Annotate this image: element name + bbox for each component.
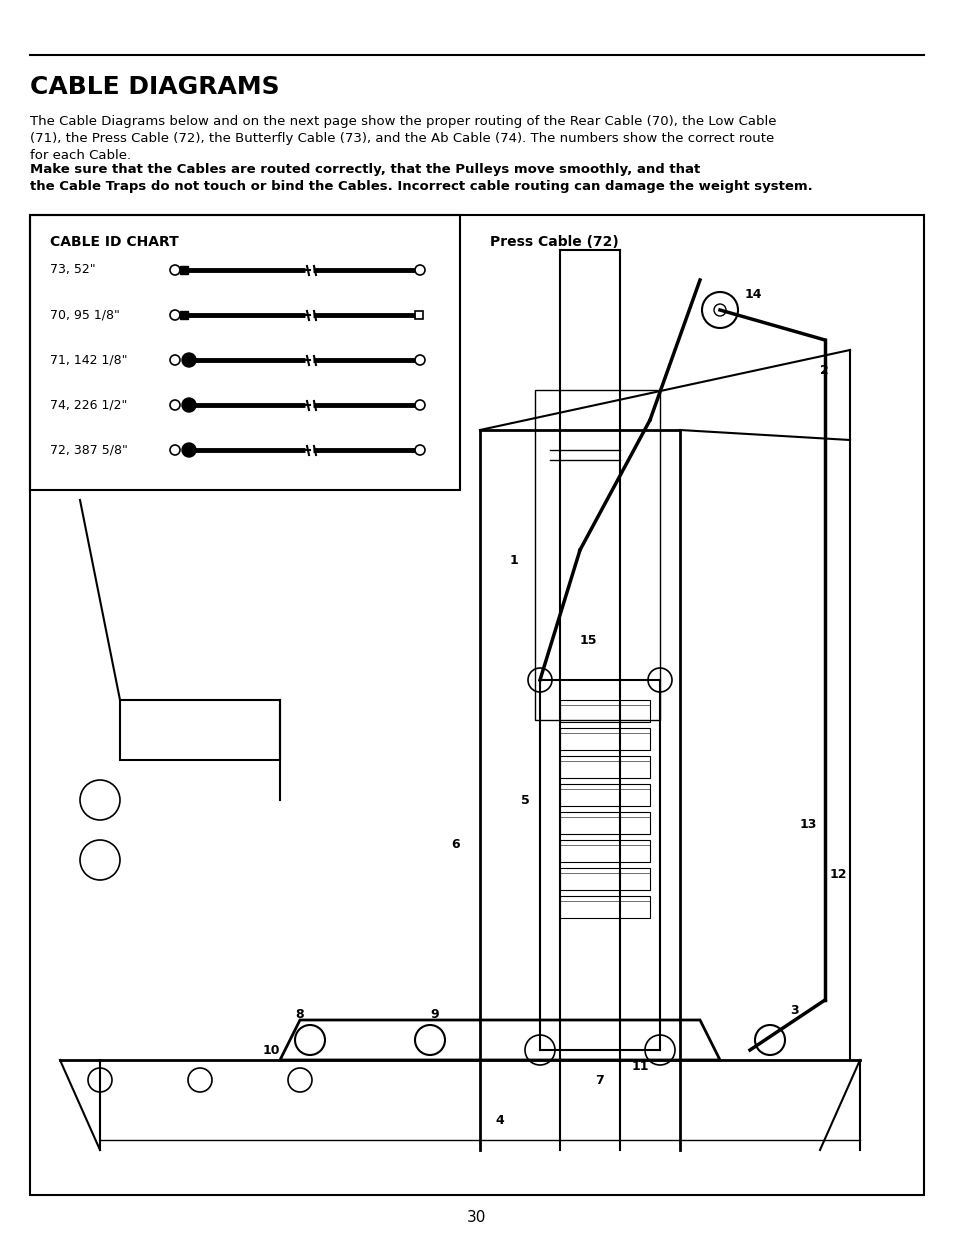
Text: 6: 6: [451, 839, 459, 851]
Bar: [180, 266, 188, 274]
Text: 15: 15: [579, 634, 597, 646]
Text: 14: 14: [744, 289, 761, 301]
Text: 8: 8: [295, 1009, 304, 1021]
Text: The Cable Diagrams below and on the next page show the proper routing of the Rea: The Cable Diagrams below and on the next…: [30, 115, 776, 162]
Bar: [180, 311, 188, 319]
Text: 10: 10: [262, 1044, 280, 1056]
Text: 11: 11: [631, 1060, 648, 1073]
Bar: [415, 311, 422, 319]
Circle shape: [182, 398, 195, 412]
Text: Make sure that the Cables are routed correctly, that the Pulleys move smoothly, : Make sure that the Cables are routed cor…: [30, 163, 812, 193]
Text: CABLE DIAGRAMS: CABLE DIAGRAMS: [30, 75, 279, 99]
Text: 71, 142 1/8": 71, 142 1/8": [50, 353, 128, 367]
Text: 74, 226 1/2": 74, 226 1/2": [50, 399, 128, 411]
Text: 12: 12: [829, 868, 846, 882]
Text: 5: 5: [520, 794, 530, 806]
Text: 1: 1: [510, 553, 518, 567]
Text: 2: 2: [820, 363, 828, 377]
Circle shape: [182, 353, 195, 367]
Text: 3: 3: [789, 1004, 798, 1016]
Text: Press Cable (72): Press Cable (72): [490, 235, 618, 249]
Text: 73, 52": 73, 52": [50, 263, 95, 277]
Text: 7: 7: [595, 1073, 604, 1087]
Text: 13: 13: [800, 819, 817, 831]
Text: 72, 387 5/8": 72, 387 5/8": [50, 443, 128, 457]
Text: 30: 30: [467, 1210, 486, 1225]
Text: CABLE ID CHART: CABLE ID CHART: [50, 235, 178, 249]
Text: 9: 9: [430, 1009, 438, 1021]
Bar: [535, 390, 659, 720]
Text: 4: 4: [496, 1114, 504, 1126]
Circle shape: [182, 443, 195, 457]
Text: 70, 95 1/8": 70, 95 1/8": [50, 309, 120, 321]
